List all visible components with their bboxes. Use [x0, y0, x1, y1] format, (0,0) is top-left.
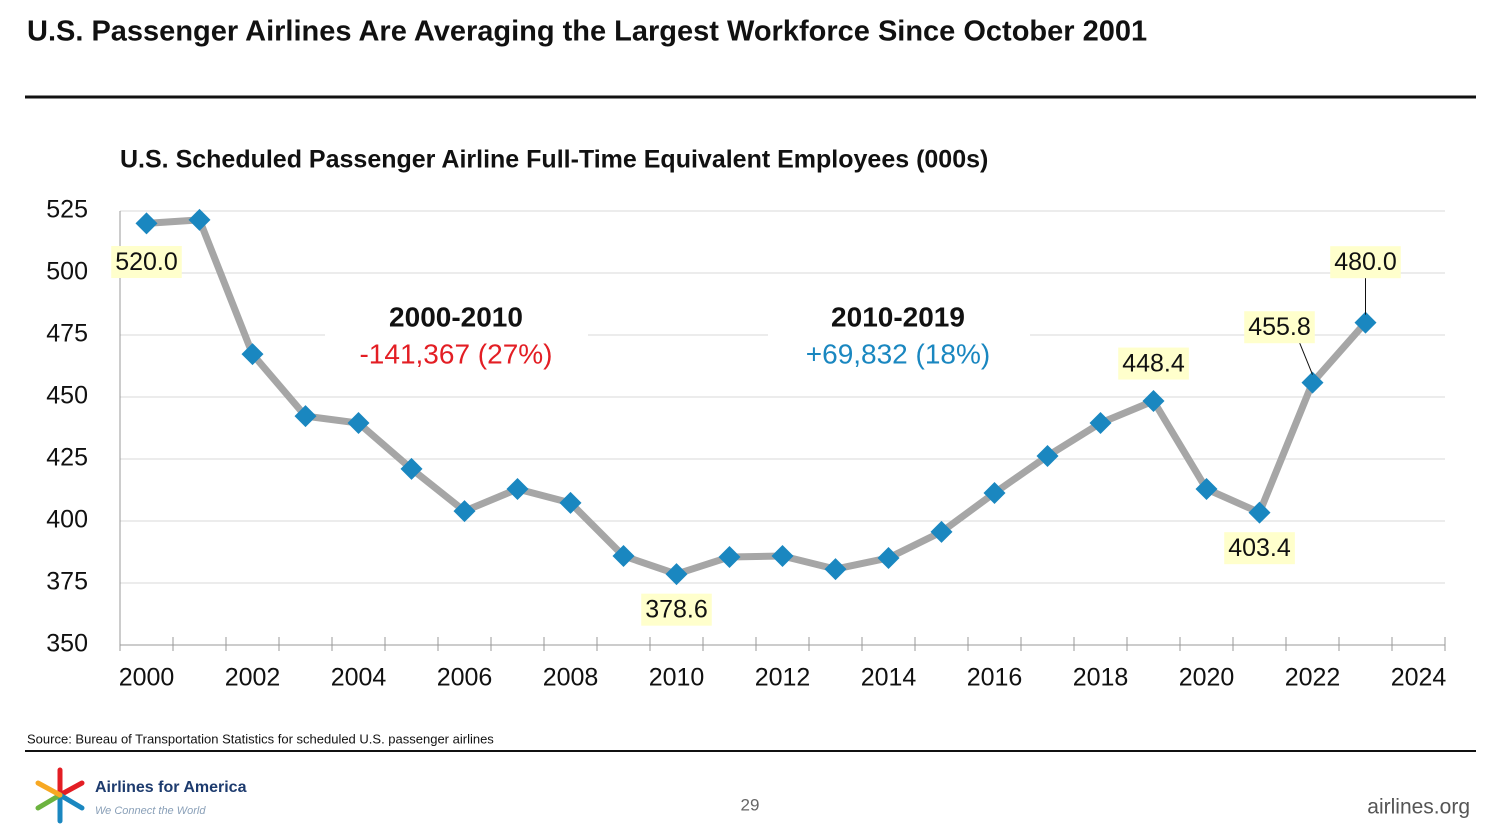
data-point: [1089, 412, 1112, 435]
annotations: 2000-2010 -141,367 (27%) 2010-2019 +69,8…: [325, 298, 1030, 376]
x-tick-label: 2024: [1391, 664, 1447, 692]
page-number: 29: [741, 795, 760, 814]
x-tick-label: 2002: [225, 664, 281, 692]
y-tick-label: 475: [46, 320, 88, 348]
data-label-bg: [1118, 347, 1189, 380]
x-tick-label: 2000: [119, 664, 175, 692]
x-tick-label: 2014: [861, 664, 917, 692]
data-point: [241, 343, 264, 366]
data-point: [983, 481, 1006, 504]
data-point: [506, 478, 529, 501]
x-tick-label: 2010: [649, 664, 705, 692]
data-point: [612, 544, 635, 567]
y-tick-label: 450: [46, 382, 88, 410]
y-tick-label: 400: [46, 506, 88, 534]
annotation-title: 2010-2019: [831, 301, 965, 332]
data-point: [718, 545, 741, 568]
annotation-text: +69,832 (18%): [806, 338, 990, 369]
data-label: 480.0: [1334, 248, 1397, 276]
data-point: [135, 212, 158, 235]
data-point: [400, 457, 423, 480]
y-tick-label: 525: [46, 196, 88, 224]
data-label-bg: [1330, 246, 1401, 279]
x-tick-label: 2004: [331, 664, 387, 692]
data-label-bg: [641, 593, 712, 626]
data-point: [771, 544, 794, 567]
data-point: [188, 208, 211, 231]
data-point: [559, 491, 582, 514]
x-tick-label: 2018: [1073, 664, 1129, 692]
x-tick-label: 2006: [437, 664, 493, 692]
data-label: 378.6: [645, 596, 708, 624]
data-point: [1248, 501, 1271, 524]
data-label: 520.0: [115, 248, 178, 276]
data-point: [665, 563, 688, 586]
annotation-bg: [768, 298, 1030, 376]
x-tick-label: 2012: [755, 664, 811, 692]
data-point: [1354, 311, 1377, 334]
logo-name: Airlines for America: [95, 779, 247, 796]
data-point: [294, 405, 317, 428]
logo-icon: [35, 767, 85, 824]
chart-title: U.S. Scheduled Passenger Airline Full-Ti…: [120, 146, 988, 174]
annotation-bg: [325, 298, 588, 376]
x-tick-label: 2016: [967, 664, 1023, 692]
data-point: [1301, 371, 1324, 394]
x-tick-label: 2020: [1179, 664, 1235, 692]
data-label: 455.8: [1248, 313, 1311, 341]
data-point: [1036, 445, 1059, 468]
data-point: [1142, 389, 1165, 412]
annotation-title: 2000-2010: [389, 301, 523, 332]
annotation-text: -141,367 (27%): [359, 338, 552, 369]
logo-tagline: We Connect the World: [95, 805, 206, 817]
plot: 350 375 400 425 450 475 500 525 2000 2002 2004 2006…: [46, 196, 1446, 692]
source-note: Source: Bureau of Transportation Statist…: [27, 731, 494, 746]
data-point: [930, 520, 953, 543]
leader-line: [1299, 342, 1313, 375]
x-tick-label: 2008: [543, 664, 599, 692]
x-tick-label: 2022: [1285, 664, 1341, 692]
slide-title: U.S. Passenger Airlines Are Averaging th…: [27, 16, 1147, 48]
y-tick-label: 375: [46, 568, 88, 596]
data-label-bg: [1244, 311, 1315, 344]
y-tick-label: 425: [46, 444, 88, 472]
data-point: [453, 500, 476, 523]
data-point: [824, 558, 847, 581]
data-point: [1195, 478, 1218, 501]
data-label: 403.4: [1228, 534, 1291, 562]
y-tick-label: 500: [46, 258, 88, 286]
data-label: 448.4: [1122, 350, 1185, 378]
y-tick-label: 350: [46, 630, 88, 658]
website: airlines.org: [1367, 796, 1470, 819]
data-point: [877, 546, 900, 569]
data-point: [347, 412, 370, 435]
data-label-bg: [1224, 532, 1295, 565]
data-label-bg: [111, 246, 182, 279]
